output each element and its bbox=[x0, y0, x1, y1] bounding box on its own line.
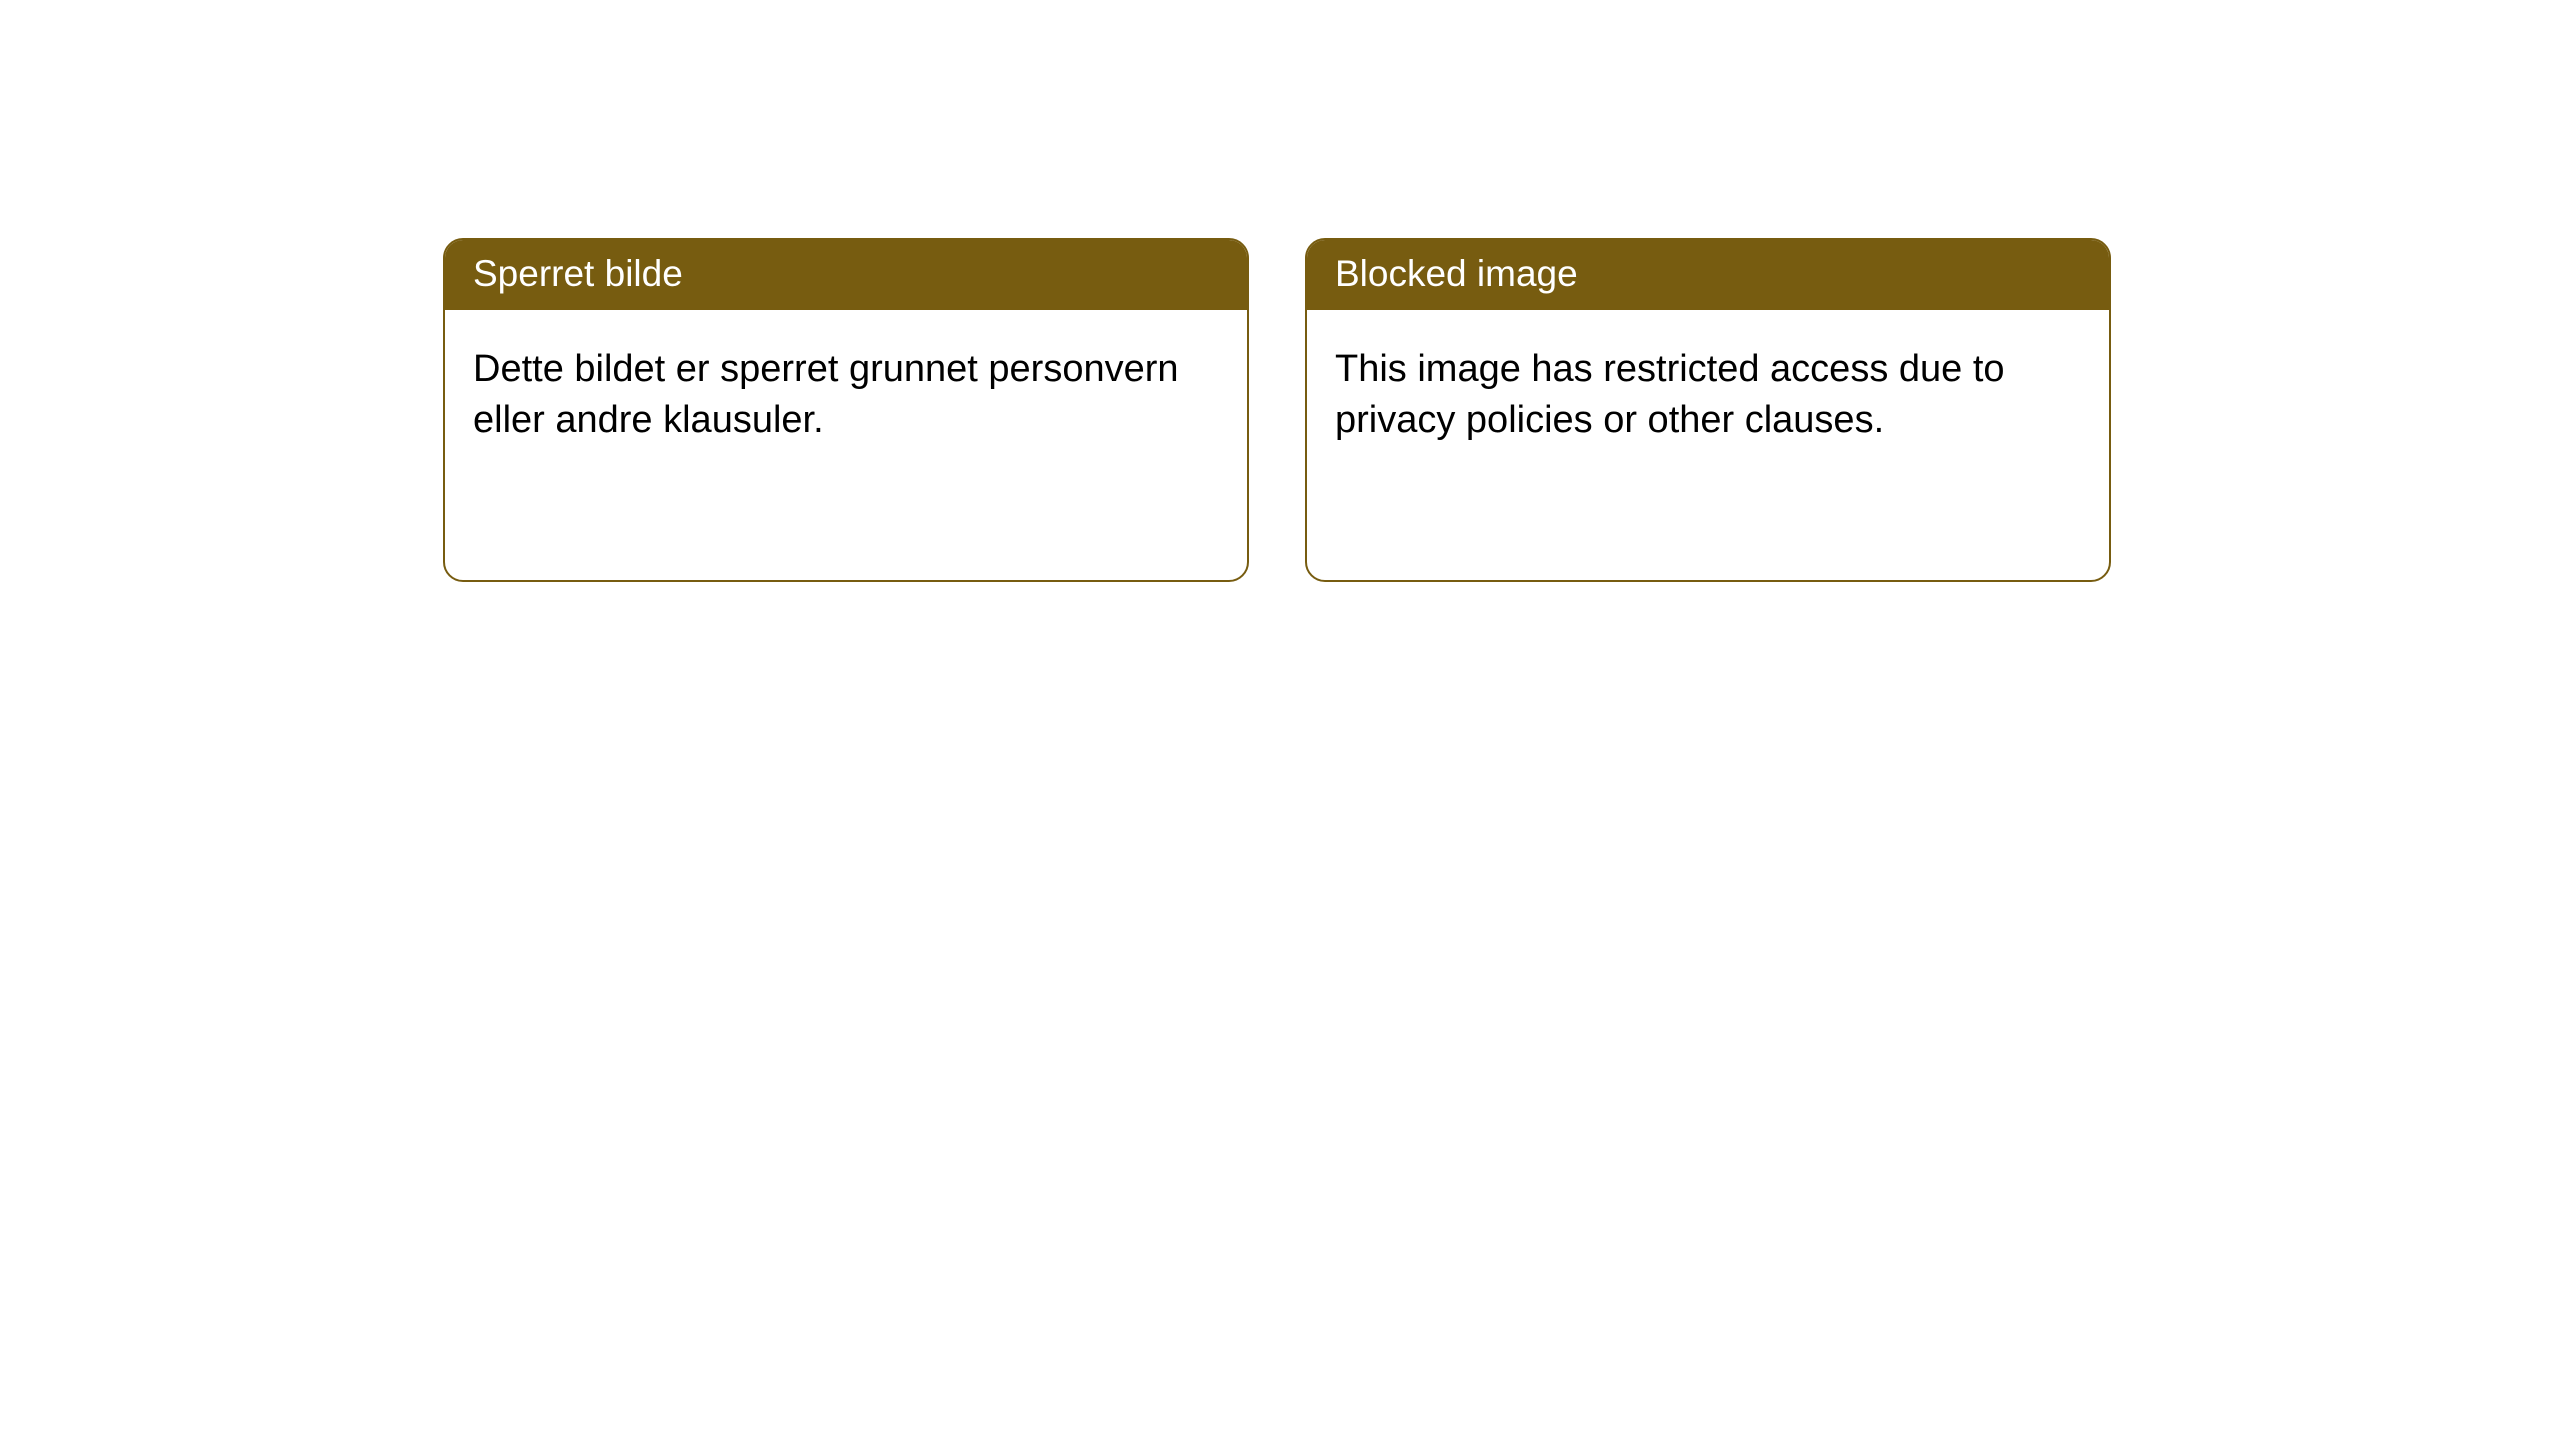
notice-cards-container: Sperret bilde Dette bildet er sperret gr… bbox=[0, 0, 2560, 582]
notice-card-norwegian: Sperret bilde Dette bildet er sperret gr… bbox=[443, 238, 1249, 582]
card-title: Blocked image bbox=[1335, 253, 1578, 294]
card-body: Dette bildet er sperret grunnet personve… bbox=[445, 310, 1247, 580]
notice-card-english: Blocked image This image has restricted … bbox=[1305, 238, 2111, 582]
card-body: This image has restricted access due to … bbox=[1307, 310, 2109, 580]
card-header: Blocked image bbox=[1307, 240, 2109, 310]
card-title: Sperret bilde bbox=[473, 253, 683, 294]
card-header: Sperret bilde bbox=[445, 240, 1247, 310]
card-message: This image has restricted access due to … bbox=[1335, 348, 2005, 441]
card-message: Dette bildet er sperret grunnet personve… bbox=[473, 348, 1179, 441]
